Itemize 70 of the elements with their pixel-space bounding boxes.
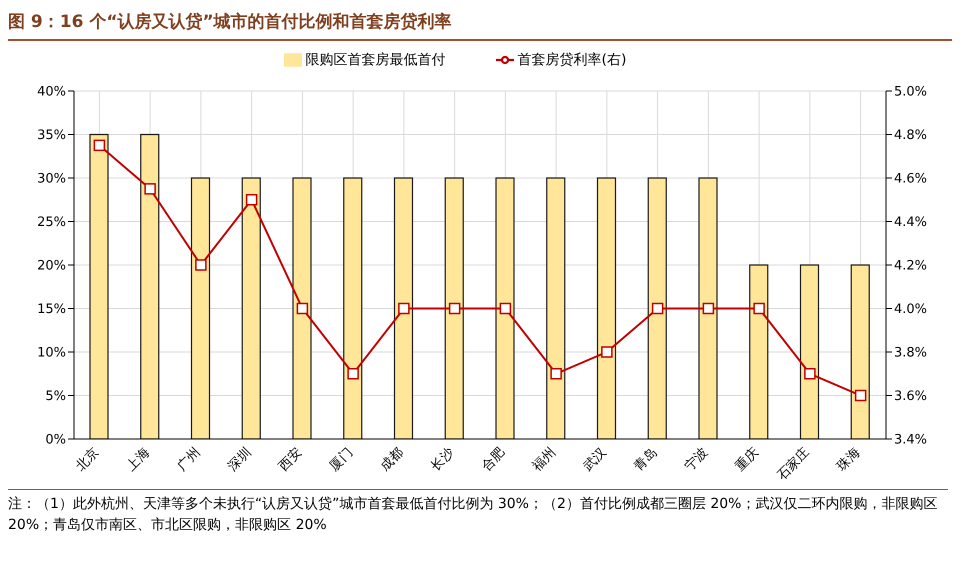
bar (596, 177, 616, 439)
x-tick-label: 北京 (73, 445, 102, 474)
y2-tick-label: 3.6% (894, 389, 928, 404)
bar (394, 177, 414, 439)
bar (190, 177, 210, 439)
x-tick-label: 长沙 (428, 445, 458, 474)
x-tick-label: 重庆 (732, 445, 762, 474)
point (296, 302, 308, 314)
y2-tick-label: 4.8% (894, 128, 928, 144)
x-tick-label: 厦门 (326, 444, 356, 474)
point (804, 368, 816, 380)
bar (800, 264, 820, 439)
bar (495, 177, 515, 439)
point (753, 302, 765, 314)
y-tick-label: 30% (37, 172, 66, 187)
x-tick-label: 珠海 (834, 445, 864, 474)
y-tick-label: 0% (45, 432, 66, 448)
x-tick-label: 上海 (124, 445, 153, 474)
x-tick-label: 福州 (530, 445, 559, 474)
y-tick-label: 40% (37, 84, 66, 100)
y2-tick-label: 4.0% (894, 302, 928, 318)
bar (749, 264, 768, 439)
bar (850, 264, 870, 439)
x-tick-label: 青岛 (631, 445, 660, 474)
point (448, 302, 460, 314)
y-tick-label: 10% (37, 346, 66, 361)
y-tick-label: 25% (37, 215, 66, 230)
y-tick-label: 35% (37, 128, 66, 144)
y2-tick-label: 3.4% (894, 432, 928, 448)
x-tick-label: 合肥 (479, 445, 508, 474)
bar (89, 134, 109, 439)
point (195, 259, 207, 271)
bar (242, 177, 261, 439)
y2-tick-label: 3.8% (894, 346, 928, 361)
x-tick-label: 深圳 (225, 445, 254, 474)
point (652, 302, 664, 314)
y-tick-label: 15% (37, 302, 66, 318)
x-tick-label: 西安 (276, 444, 306, 474)
y-tick-label: 20% (37, 258, 66, 274)
chart-title: 图 9：16 个“认房又认贷”城市的首付比例和首套房贷利率 (8, 8, 952, 41)
x-tick-label: 广州 (174, 445, 204, 474)
bar (444, 177, 464, 439)
point (398, 302, 410, 314)
x-tick-label: 成都 (378, 445, 407, 474)
point (144, 183, 156, 195)
y2-tick-label: 5.0% (894, 84, 928, 100)
text: 注：（1）此外杭州、天津等多个未执行“认房又认贷”城市首套最低首付比例为 30%；（2）首付比例成都三圈层 20%；武汉仅二环内限购，非限购区 20%；青岛仅市南区、市北区限购，非限购区 20% (8, 495, 938, 535)
point (500, 302, 512, 314)
point (601, 346, 613, 358)
y2-tick-label: 4.6% (894, 172, 928, 187)
point (550, 368, 562, 380)
x-tick-label: 宁波 (682, 444, 712, 474)
bar (648, 177, 667, 439)
point (94, 140, 106, 152)
bar (698, 177, 718, 439)
bar (292, 177, 312, 439)
x-tick-label: 武汉 (580, 445, 610, 474)
point (702, 302, 714, 314)
bar (546, 177, 566, 439)
y-tick-label: 5% (45, 389, 66, 404)
bar (343, 177, 362, 439)
legend-label: 首套房贷利率(右) (518, 52, 626, 68)
bar (140, 134, 160, 439)
legend-label: 限购区首套房最低首付 (306, 52, 446, 68)
y2-tick-label: 4.2% (894, 258, 928, 274)
x-tick-label: 石家庄 (774, 444, 813, 484)
point (347, 368, 359, 380)
point (246, 194, 258, 206)
point (854, 390, 866, 402)
y2-tick-label: 4.4% (894, 215, 928, 230)
